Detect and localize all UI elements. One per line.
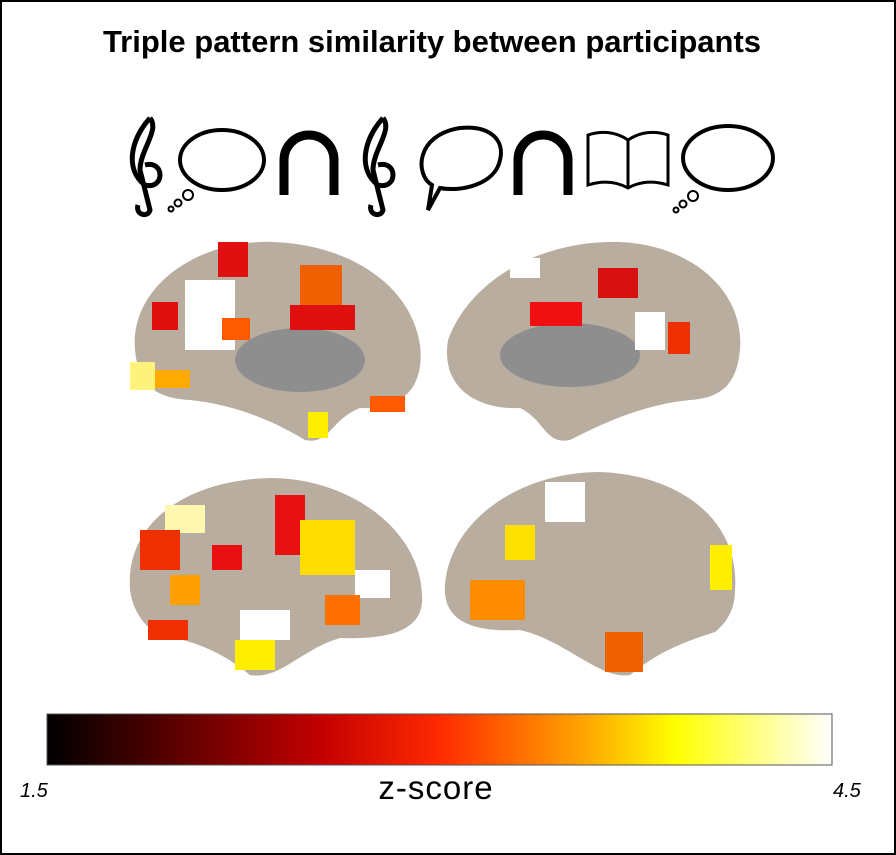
midline [235,328,365,392]
activation [530,302,582,326]
thought-bubble [681,124,775,192]
thought-bubble [178,128,266,192]
activation [218,242,248,277]
activation [152,302,178,330]
activation [155,370,190,388]
thought-dot [182,189,194,201]
colorbar [46,713,833,766]
activation [370,396,405,412]
activation [235,640,275,670]
activation [165,505,205,533]
speech-bubble [419,125,503,211]
activation [240,610,290,640]
midline [500,323,640,387]
activation [140,530,180,570]
treble-clef [129,116,163,218]
activation [325,595,360,625]
thought-dot [678,199,688,209]
thought-dot [167,205,175,213]
activation [130,362,155,390]
treble-clef [362,116,396,218]
activation [710,545,732,590]
activation [148,620,188,640]
icons [129,116,775,218]
activation [635,312,665,350]
brain-lateral-right [444,472,736,676]
colorbar-min: 1.5 [20,780,49,802]
activation [170,575,200,605]
brain-lateral-left [129,478,423,676]
activation [510,258,540,278]
activation [308,412,328,438]
activation [605,632,643,672]
thought-dot [687,190,699,202]
colorbar-label: z-score [378,769,493,806]
activation [470,580,525,620]
brain-medial-left [130,241,421,441]
activation [300,520,355,575]
activation [598,268,638,298]
book [586,130,670,190]
colorbar-max: 4.5 [833,780,862,802]
activation [545,482,585,522]
title: Triple pattern similarity between partic… [103,24,761,59]
activation [222,318,250,340]
activation [668,322,690,354]
intersection [513,130,573,195]
thought-dot [672,206,680,214]
brain-medial-right [446,241,741,441]
intersection [279,130,339,195]
thought-dot [173,198,183,208]
activation [355,570,390,598]
cortex [444,472,736,676]
activation [505,525,535,560]
activation [212,545,242,570]
activation [290,305,355,330]
activation [300,265,342,305]
